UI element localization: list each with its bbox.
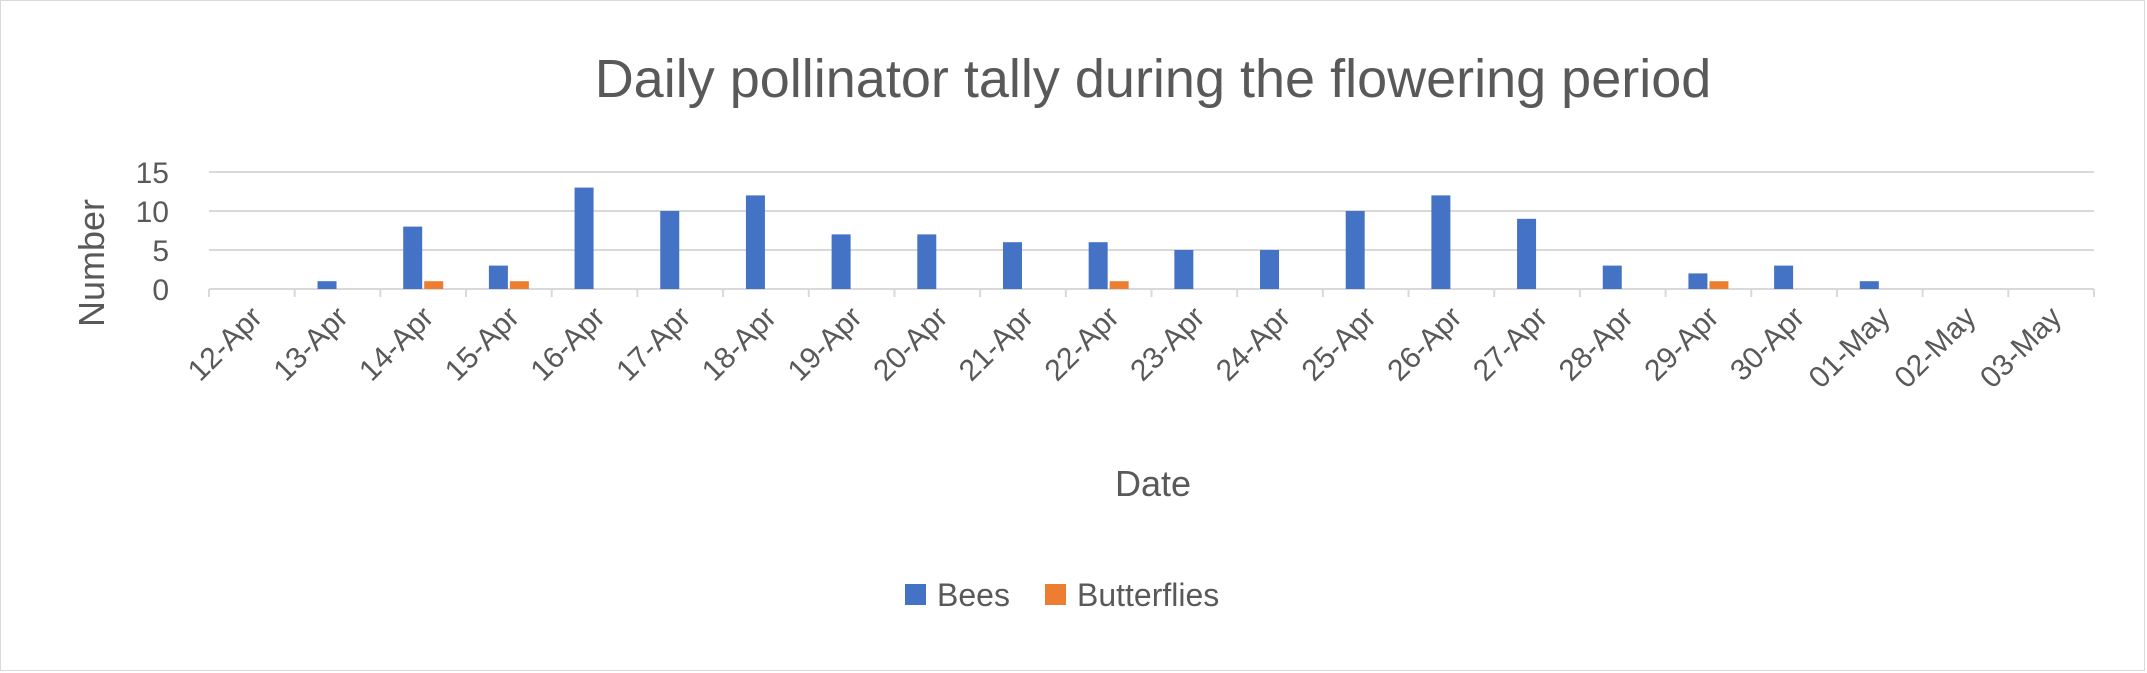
x-tick-label: 12-Apr (182, 301, 269, 388)
y-tick-label: 0 (152, 274, 169, 307)
bar-bees (1345, 211, 1365, 289)
bar-butterflies (1709, 281, 1729, 289)
bar-bees (660, 211, 680, 289)
x-tick-label: 02-May (1888, 301, 1982, 395)
x-tick-label: 16-Apr (525, 301, 612, 388)
x-tick-label: 18-Apr (696, 301, 783, 388)
legend-label-butterflies: Butterflies (1077, 577, 1219, 613)
legend: Bees Butterflies (905, 577, 1219, 613)
x-tick-label: 13-Apr (267, 301, 354, 388)
bar-bees (403, 226, 423, 289)
x-tick-label: 17-Apr (610, 301, 697, 388)
x-tick-label: 29-Apr (1638, 301, 1725, 388)
bar-butterflies (509, 281, 529, 289)
bar-bees (1088, 242, 1108, 289)
y-axis-title: Number (71, 199, 112, 327)
x-tick-labels: 12-Apr13-Apr14-Apr15-Apr16-Apr17-Apr18-A… (182, 301, 2068, 395)
x-tick-label: 26-Apr (1381, 301, 1468, 388)
bar-bees (917, 234, 937, 289)
chart-title: Daily pollinator tally during the flower… (595, 49, 1712, 109)
x-tick-label: 25-Apr (1296, 301, 1383, 388)
x-tick-label: 30-Apr (1724, 301, 1811, 388)
y-tick-label: 5 (152, 235, 169, 268)
bar-bees (574, 187, 594, 289)
legend-swatch-bees (905, 584, 926, 605)
bar-bees (1859, 281, 1879, 289)
bar-bees (317, 281, 337, 289)
bar-butterflies (424, 281, 444, 289)
legend-swatch-butterflies (1045, 584, 1066, 605)
bar-bees (1002, 242, 1022, 289)
x-tick-label: 21-Apr (953, 301, 1040, 388)
bar-bees (1602, 265, 1622, 289)
x-tick-label: 27-Apr (1467, 301, 1554, 388)
x-tick-label: 14-Apr (353, 301, 440, 388)
x-tick-label: 28-Apr (1553, 301, 1640, 388)
x-tick-label: 22-Apr (1039, 301, 1126, 388)
x-tick-label: 01-May (1803, 301, 1897, 395)
bar-bees (745, 195, 765, 289)
y-tick-label: 15 (136, 157, 169, 190)
x-tick-label: 24-Apr (1210, 301, 1297, 388)
bars (317, 187, 1879, 289)
y-tick-label: 10 (136, 196, 169, 229)
bar-bees (831, 234, 851, 289)
bar-bees (1174, 250, 1194, 289)
x-tick-label: 20-Apr (867, 301, 954, 388)
x-axis-title: Date (1115, 463, 1191, 504)
bar-butterflies (1109, 281, 1129, 289)
x-tick-label: 15-Apr (439, 301, 526, 388)
bar-bees (1431, 195, 1451, 289)
bar-bees (488, 265, 508, 289)
y-tick-labels: 0 5 10 15 (136, 157, 169, 307)
bar-bees (1774, 265, 1794, 289)
legend-label-bees: Bees (937, 577, 1010, 613)
bar-bees (1517, 218, 1537, 289)
x-tick-label: 19-Apr (782, 301, 869, 388)
bar-bees (1688, 273, 1708, 289)
x-tick-label: 03-May (1974, 301, 2068, 395)
x-tick-label: 23-Apr (1124, 301, 1211, 388)
bar-bees (1260, 250, 1280, 289)
